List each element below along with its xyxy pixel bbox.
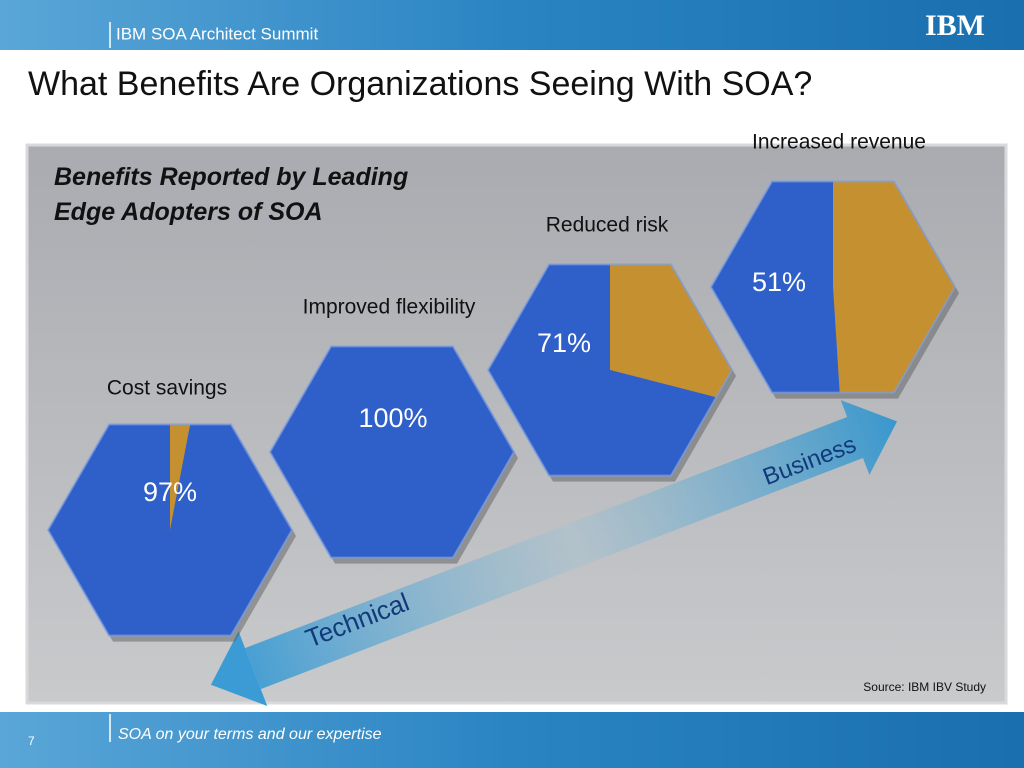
value-label: 51%: [752, 267, 806, 297]
event-name: IBM SOA Architect Summit: [116, 24, 318, 43]
top-bar: [0, 0, 1024, 50]
hex-edge: [46, 423, 294, 637]
category-label: Increased revenue: [752, 131, 926, 154]
page-number: 7: [28, 734, 35, 748]
footer-bar: [0, 712, 1024, 768]
hex-edge: [709, 180, 957, 394]
category-label: Reduced risk: [546, 214, 669, 237]
arrow: [210, 400, 898, 706]
remainder-sector: [170, 424, 208, 530]
category-label: Cost savings: [107, 377, 227, 400]
tagline: SOA on your terms and our expertise: [118, 726, 382, 743]
category-label: Improved flexibility: [303, 296, 476, 319]
remainder-sector: [833, 181, 955, 393]
arrow-head: [210, 631, 268, 706]
chart-title: Benefits Reported by Leading Edge Adopter…: [54, 163, 408, 226]
value-label: 100%: [358, 403, 427, 433]
source: Source: IBM IBV Study: [863, 680, 986, 694]
value-label: 97%: [143, 477, 197, 507]
slide-title: What Benefits Are Organizations Seeing W…: [28, 65, 812, 103]
hex-pie: [711, 181, 955, 393]
value-label: 71%: [537, 328, 591, 358]
hex-edge: [268, 345, 516, 559]
value-sector: [711, 181, 846, 393]
logo: IBM: [925, 9, 985, 42]
arrow-shape: [245, 400, 898, 690]
hex-edge: [486, 263, 734, 477]
